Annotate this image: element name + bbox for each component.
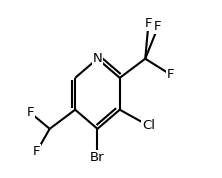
Text: Cl: Cl <box>142 119 155 132</box>
Text: F: F <box>27 106 34 119</box>
Text: F: F <box>33 145 41 158</box>
Text: F: F <box>145 17 152 30</box>
Text: F: F <box>167 68 174 81</box>
Text: Br: Br <box>90 151 105 164</box>
Text: F: F <box>154 20 162 33</box>
Text: N: N <box>93 52 102 65</box>
